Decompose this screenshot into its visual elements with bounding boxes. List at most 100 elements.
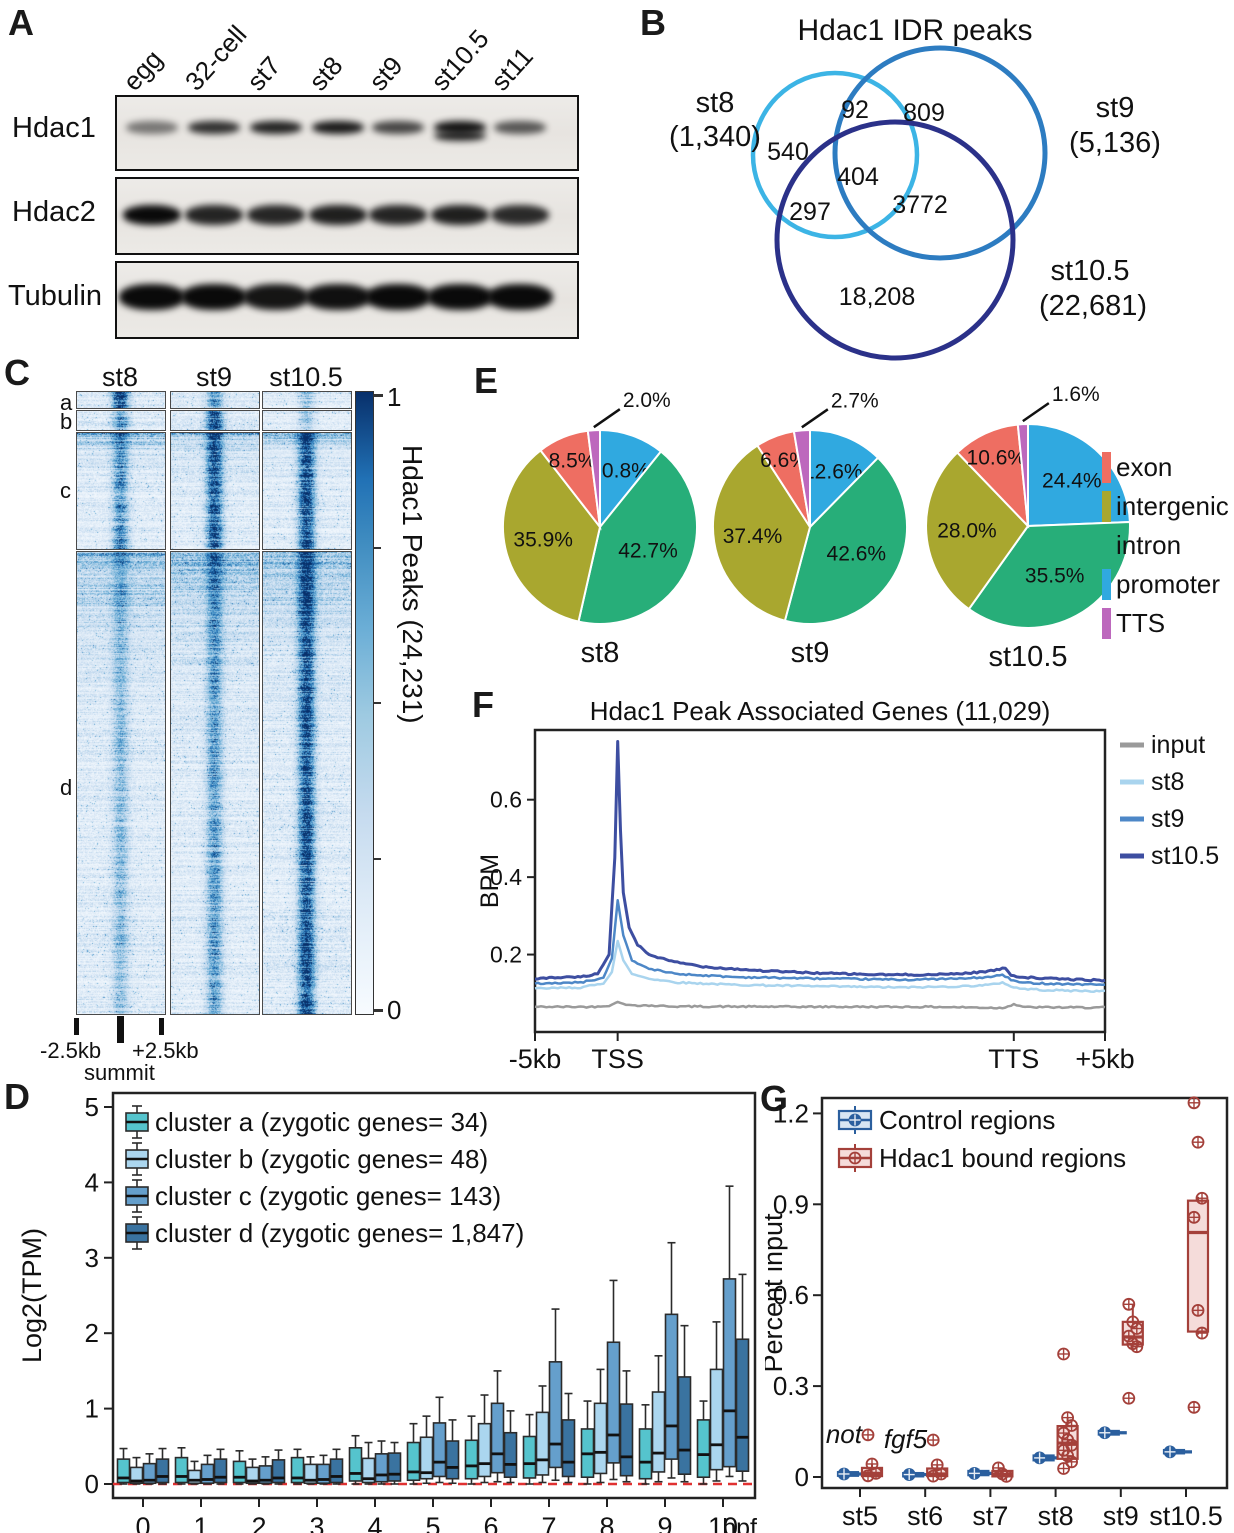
pie-legend-label: intron xyxy=(1116,530,1182,560)
pie-stage-label-st8: st8 xyxy=(581,637,620,669)
colorbar-tick xyxy=(374,546,381,549)
qpcr-legend-item: Control regions xyxy=(837,1105,1055,1135)
qpcr-legend-label: Hdac1 bound regions xyxy=(879,1143,1126,1173)
pie-legend-item-intron: intron xyxy=(1102,526,1229,565)
y-tick-label: 1.2 xyxy=(773,1098,809,1128)
pie-slice-intron xyxy=(783,456,909,626)
boxplot-legend-label: cluster d (zygotic genes= 1,847) xyxy=(155,1218,524,1248)
pie-label-intron: 42.7% xyxy=(618,539,678,562)
pie-label-intergenic: 35.9% xyxy=(513,529,573,552)
venn-set-st10-5-label: st10.5 xyxy=(1051,255,1130,287)
x-tick-label: st6 xyxy=(907,1501,943,1531)
blot-image-hdac1 xyxy=(115,95,579,171)
heatmap-cluster-label-a: a xyxy=(60,390,73,415)
pie-chart-st9: 12.6% 42.6% 37.4% 6.6% 2.7% st9 xyxy=(712,389,909,669)
panel-g-label: G xyxy=(760,1078,789,1119)
x-tick-label: 6 xyxy=(483,1512,498,1533)
lane-label-egg: egg xyxy=(116,44,169,97)
blot-band xyxy=(185,205,243,225)
venn-set-st8-label: st8 xyxy=(696,87,735,119)
panel-b-venn-diagram: Hdac1 IDR peaks st8 (1,340) st9 (5,136) … xyxy=(669,14,1161,361)
pie-slice-intron xyxy=(577,450,698,625)
blot-band xyxy=(434,120,486,134)
pie-label-exon: 8.5% xyxy=(549,450,597,473)
pie-callout-line xyxy=(801,408,829,429)
panel-f-metagene-plot: Hdac1 Peak Associated Genes (11,029) 0.2 0… xyxy=(480,700,1219,1074)
heatmap-cluster-label-d: d xyxy=(60,775,73,800)
metagene-title: Hdac1 Peak Associated Genes (11,029) xyxy=(590,700,1051,726)
venn-circle-st10-5 xyxy=(774,119,1016,361)
metagene-legend-label-st10.5: st10.5 xyxy=(1151,842,1219,870)
heatmap-column-title-st9: st9 xyxy=(195,362,233,392)
y-tick-label: 2 xyxy=(85,1318,99,1348)
venn-set-st10-5-count: (22,681) xyxy=(1039,290,1147,322)
heatmap-xaxis-left-label: -2.5kb xyxy=(40,1038,102,1063)
metagene-line-st9 xyxy=(534,899,1106,987)
boxplot-legend-item: cluster c (zygotic genes= 143) xyxy=(125,1179,501,1213)
heatmap-block-d-st8 xyxy=(76,551,166,1015)
x-tick-label: st7 xyxy=(972,1501,1008,1531)
y-tick-label: 1 xyxy=(85,1394,99,1424)
pie-legend-label: intergenic xyxy=(1116,491,1229,521)
pie-label-TTS: 2.0% xyxy=(623,389,671,412)
panel-b-label: B xyxy=(640,2,666,43)
colorbar-min-label: 0 xyxy=(387,995,402,1025)
boxplot-legend-label: cluster a (zygotic genes= 34) xyxy=(155,1107,488,1137)
pie-slice-intergenic xyxy=(501,448,602,623)
pie-chart-st10.5: 24.4% 35.5% 28.0% 10.6% 1.6% st10.5 xyxy=(925,383,1131,673)
pie-legend-label: TTS xyxy=(1116,608,1166,638)
pie-legend-swatch-intron xyxy=(1102,530,1111,561)
venn-circle-st9 xyxy=(832,45,1048,261)
boxplot-legend-item: cluster b (zygotic genes= 48) xyxy=(125,1142,488,1176)
pie-label-promoter: 10.8% xyxy=(590,459,650,482)
blot-band xyxy=(434,131,486,141)
metagene-legend-label-st8: st8 xyxy=(1151,768,1184,796)
panel-c-heatmap: st8 st9 st10.5 a b c d 1 0 Hdac1 Peaks (24,231) -2… xyxy=(0,350,470,1090)
qpcr-series-hdac1-bound xyxy=(860,1096,1210,1483)
pie-slice-TTS xyxy=(792,428,811,528)
pie-callout-line xyxy=(1022,402,1050,423)
metagene-legend-label-st9: st9 xyxy=(1151,805,1184,833)
heatmap-block-c-st8 xyxy=(76,432,166,550)
heatmap-block-c-st9 xyxy=(170,432,260,550)
heatmap-block-d-st10.5 xyxy=(262,551,352,1015)
summit-axis-tick-right xyxy=(159,1018,164,1035)
boxplot-series-a xyxy=(116,1400,711,1485)
y-tick-label: 0.6 xyxy=(773,1280,809,1310)
blot-row-label-hdac2: Hdac2 xyxy=(12,196,96,228)
pie-legend-swatch-TTS xyxy=(1102,608,1111,639)
colorbar-tick xyxy=(374,394,383,397)
metagene-line-input xyxy=(534,1000,1106,1010)
pie-stage-label-st10.5: st10.5 xyxy=(989,641,1068,673)
lane-label-st11: st11 xyxy=(484,41,539,97)
pie-legend-swatch-promoter xyxy=(1102,569,1111,600)
metagene-ylabel: BPM xyxy=(480,854,504,908)
panel-e-label: E xyxy=(474,360,499,401)
panel-e-pie-charts: 10.8% 42.7% 35.9% 8.5% 2.0% st8 12.6% 42.6% 37.4… xyxy=(470,380,1234,680)
panel-d-label: D xyxy=(4,1076,30,1117)
pie-slice-TTS xyxy=(586,428,601,528)
blot-band xyxy=(188,120,240,134)
panel-g-percent-input-plot: 0 0.3 0.6 0.9 1.2 Percent input st5 st6 st7 st8 st… xyxy=(765,1096,1229,1531)
pie-label-exon: 6.6% xyxy=(760,449,808,472)
pie-legend-swatch-exon xyxy=(1102,452,1111,483)
pie-label-TTS: 2.7% xyxy=(831,389,879,412)
x-tick-label: 8 xyxy=(599,1512,614,1533)
x-tick-label: 2 xyxy=(251,1512,266,1533)
x-tick-label: st10.5 xyxy=(1149,1501,1223,1531)
heatmap-xaxis-summit-label: summit xyxy=(84,1060,155,1085)
x-tick-label: st9 xyxy=(1103,1501,1139,1531)
x-tick-label: 3 xyxy=(309,1512,324,1533)
qpcr-legend-label: Control regions xyxy=(879,1105,1055,1135)
x-tick-label: 10 xyxy=(708,1512,738,1533)
pie-stage-label-st9: st9 xyxy=(791,637,830,669)
x-tick-label: 1 xyxy=(193,1512,208,1533)
venn-set-st9-label: st9 xyxy=(1096,92,1135,124)
heatmap-block-b-st9 xyxy=(170,410,260,431)
pie-chart-st8: 10.8% 42.7% 35.9% 8.5% 2.0% st8 xyxy=(501,389,698,669)
heatmap-block-b-st8 xyxy=(76,410,166,431)
x-tick-label: 4 xyxy=(367,1512,382,1533)
blot-band xyxy=(312,120,364,134)
